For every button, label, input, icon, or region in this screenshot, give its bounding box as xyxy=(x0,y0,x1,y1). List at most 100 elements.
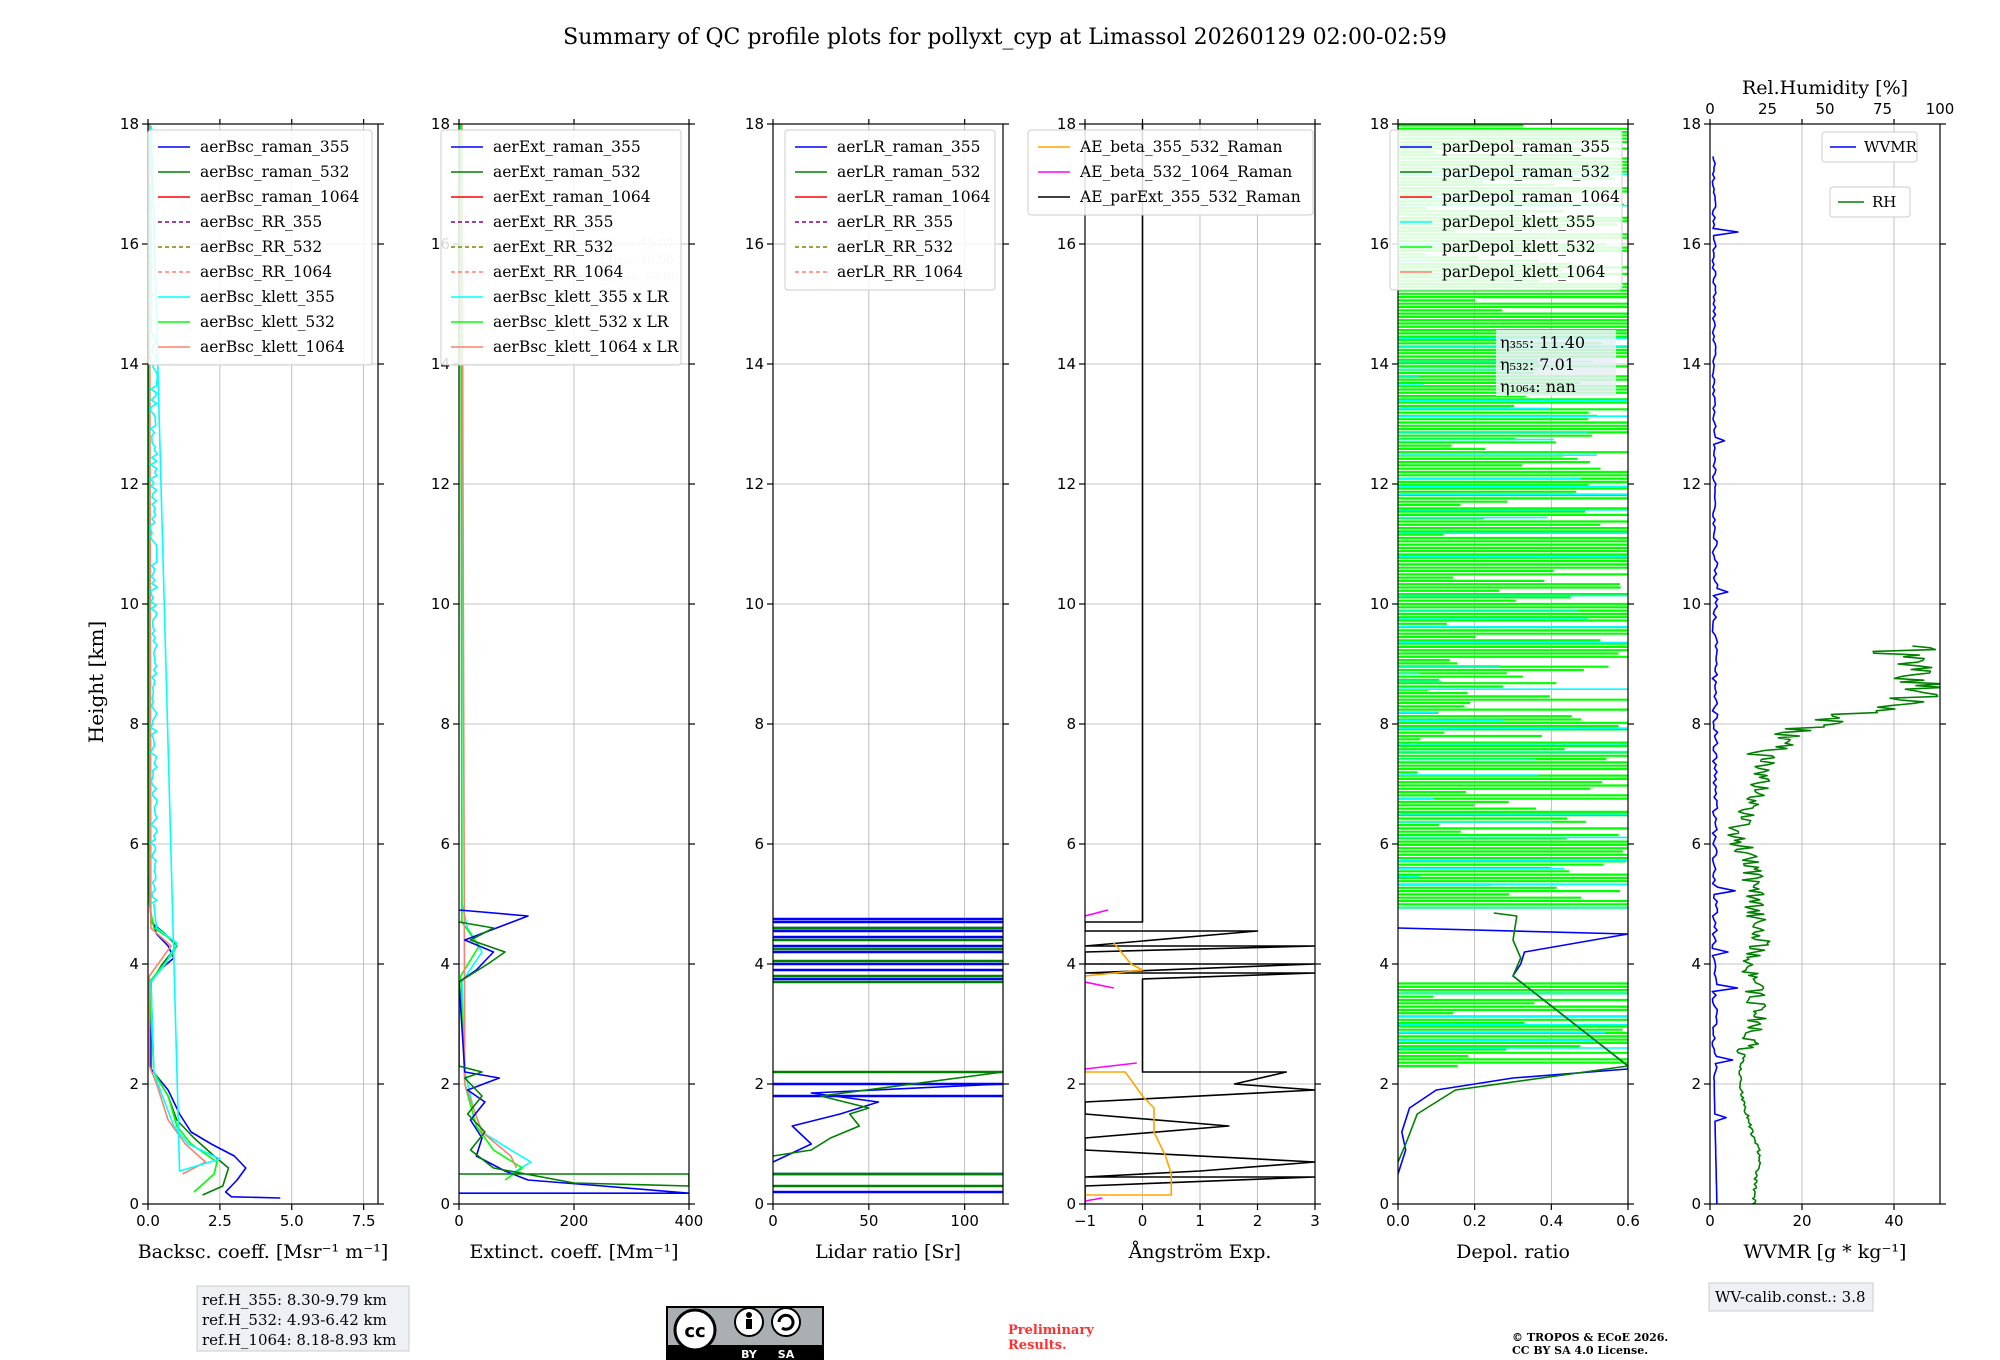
x-tick-label: 100 xyxy=(950,1212,979,1230)
series-aerBsc_raman_355 xyxy=(148,873,281,1199)
y-tick-label: 6 xyxy=(440,835,450,853)
x-axis-label: Extinct. coeff. [Mm⁻¹] xyxy=(469,1241,678,1263)
y-tick-label: 14 xyxy=(120,355,139,373)
preliminary-line-1: Preliminary xyxy=(1008,1323,1094,1338)
x-axis-label: Lidar ratio [Sr] xyxy=(815,1241,961,1263)
svg-text:cc: cc xyxy=(684,1321,705,1342)
wv-calib-const: WV-calib.const.: 3.8 xyxy=(1715,1288,1866,1306)
x-tick-label: 40 xyxy=(1884,1212,1903,1230)
x-tick-label: 2.5 xyxy=(208,1212,232,1230)
series-aerBsc_klett_1064 x LR xyxy=(461,124,518,1169)
legend-label: aerExt_RR_1064 xyxy=(493,263,624,281)
y-tick-label: 2 xyxy=(754,1075,764,1093)
x-tick-label: 20 xyxy=(1792,1212,1811,1230)
x-tick-label: 0.4 xyxy=(1539,1212,1563,1230)
y-tick-label: 6 xyxy=(1691,835,1701,853)
series-group xyxy=(1085,124,1315,1204)
y-tick-label: 16 xyxy=(120,235,139,253)
axes-frame xyxy=(147,123,379,1205)
x-tick-label: 200 xyxy=(560,1212,589,1230)
panel-depol: 0.0 0.2 0.4 0.6 0 2 4 6 8 10 12 14 16 18 Depol. ratio η… xyxy=(1370,115,1640,1263)
cc-by-label: BY xyxy=(741,1348,758,1360)
top-axis-label: Rel.Humidity [%] xyxy=(1742,77,1908,99)
series-parDepol_raman_355 xyxy=(1398,927,1628,1175)
series-AE_beta_532_1064_Raman xyxy=(1085,981,1114,989)
y-tick-label: 0 xyxy=(1066,1195,1076,1213)
series-AE_parExt_355_532_Raman xyxy=(1085,124,1315,1204)
series-WVMR xyxy=(1711,156,1739,1204)
series-group xyxy=(459,124,689,1194)
cc-sa-label: SA xyxy=(778,1348,795,1360)
y-tick-label: 18 xyxy=(120,115,139,133)
y-tick-label: 8 xyxy=(129,715,139,733)
legend-label: aerLR_raman_1064 xyxy=(837,188,990,206)
legend-label: parDepol_raman_532 xyxy=(1442,163,1610,181)
legend: aerExt_raman_355 aerExt_raman_532 aerExt_r… xyxy=(440,129,682,366)
x-axis-label: Depol. ratio xyxy=(1456,1241,1570,1263)
y-tick-label: 12 xyxy=(120,475,139,493)
x-tick-label: 7.5 xyxy=(352,1212,376,1230)
series-AE_beta_532_1064_Raman xyxy=(1085,1062,1137,1070)
legend-label: aerBsc_raman_355 xyxy=(200,138,350,156)
y-tick-label: 6 xyxy=(1379,835,1389,853)
y-tick-label: 10 xyxy=(120,595,139,613)
y-tick-label: 2 xyxy=(440,1075,450,1093)
y-tick-label: 18 xyxy=(1682,115,1701,133)
ref-height-355: ref.H_355: 8.30-9.79 km xyxy=(202,1291,387,1309)
legend: WVMR RH xyxy=(1821,131,1918,218)
y-tick-label: 8 xyxy=(1691,715,1701,733)
series-aerLR_raman_355 xyxy=(773,1083,1003,1163)
y-tick-label: 10 xyxy=(1370,595,1389,613)
legend-label: parDepol_raman_355 xyxy=(1442,138,1610,156)
x-axis-label: Ångström Exp. xyxy=(1128,1241,1272,1263)
top-tick-label: 50 xyxy=(1815,100,1834,118)
top-tick-label: 75 xyxy=(1873,100,1892,118)
y-tick-label: 4 xyxy=(1691,955,1701,973)
series-group xyxy=(1711,156,1940,1204)
legend-label: aerExt_raman_1064 xyxy=(493,188,651,206)
y-tick-label: 0 xyxy=(1379,1195,1389,1213)
legend-label: aerExt_RR_355 xyxy=(493,213,614,231)
top-tick-label: 0 xyxy=(1705,100,1715,118)
series-AE_beta_532_1064_Raman xyxy=(1085,909,1109,917)
x-tick-label: 0 xyxy=(1138,1212,1148,1230)
annotation-box: η₃₅₅: 11.40 η₅₃₂: 7.01 η₁₀₆₄: nan xyxy=(1496,330,1616,396)
series-parDepol_raman_532 xyxy=(1398,912,1628,1163)
x-tick-label: 0 xyxy=(768,1212,778,1230)
y-tick-label: 14 xyxy=(1682,355,1701,373)
y-tick-label: 2 xyxy=(1379,1075,1389,1093)
y-tick-label: 14 xyxy=(1057,355,1076,373)
y-tick-label: 16 xyxy=(1057,235,1076,253)
axes-frame xyxy=(1397,123,1629,1205)
legend-label: aerLR_RR_355 xyxy=(837,213,953,231)
y-tick-label: 10 xyxy=(1057,595,1076,613)
series-aerLR_raman_532 xyxy=(773,1071,1003,1157)
x-tick-label: 0.0 xyxy=(1386,1212,1410,1230)
preliminary-line-2: Results. xyxy=(1008,1338,1067,1353)
legend-label: aerExt_raman_355 xyxy=(493,138,641,156)
top-tick-label: 100 xyxy=(1926,100,1955,118)
y-tick-label: 18 xyxy=(1370,115,1389,133)
y-tick-label: 4 xyxy=(440,955,450,973)
top-tick-label: 25 xyxy=(1758,100,1777,118)
y-tick-label: 12 xyxy=(1370,475,1389,493)
y-tick-label: 6 xyxy=(754,835,764,853)
legend-label: aerBsc_RR_1064 xyxy=(200,263,332,281)
x-tick-label: 0.0 xyxy=(136,1212,160,1230)
y-tick-label: 0 xyxy=(440,1195,450,1213)
y-tick-label: 18 xyxy=(431,115,450,133)
legend-label: aerBsc_klett_1064 x LR xyxy=(493,338,680,356)
y-tick-label: 8 xyxy=(754,715,764,733)
legend-label: parDepol_klett_1064 xyxy=(1442,263,1605,281)
y-tick-label: 12 xyxy=(745,475,764,493)
legend-label: aerBsc_klett_532 x LR xyxy=(493,313,670,331)
y-tick-label: 8 xyxy=(1379,715,1389,733)
x-tick-label: 0 xyxy=(454,1212,464,1230)
x-tick-label: 5.0 xyxy=(280,1212,304,1230)
x-tick-label: 400 xyxy=(675,1212,704,1230)
legend: aerLR_raman_355 aerLR_raman_532 aerLR_rama… xyxy=(784,129,996,291)
series-aerBsc_klett_1064 xyxy=(148,124,207,1175)
wv-calib-box: WV-calib.const.: 3.8 xyxy=(1708,1282,1874,1312)
legend-label: parDepol_klett_532 xyxy=(1442,238,1595,256)
